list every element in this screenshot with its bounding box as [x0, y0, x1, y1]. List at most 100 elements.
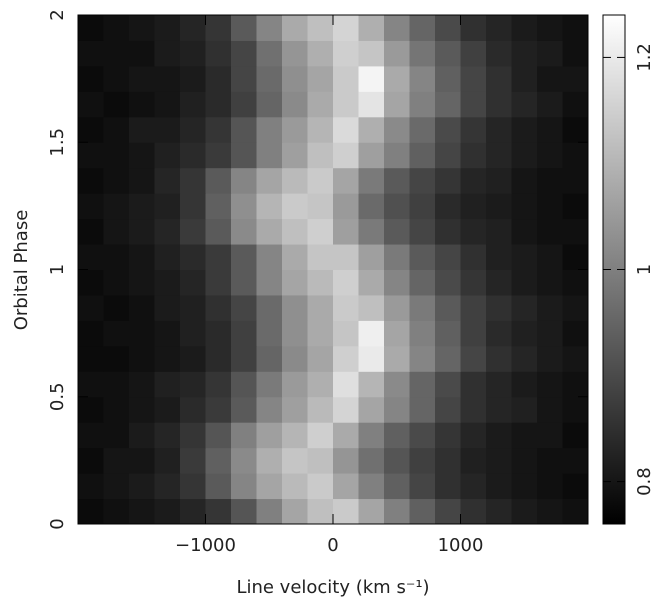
heatmap-cell — [384, 498, 410, 525]
heatmap-cell — [78, 473, 104, 500]
heatmap-cell — [129, 218, 155, 245]
heatmap-cell — [460, 15, 487, 41]
heatmap-cell — [358, 498, 385, 525]
heatmap-cell — [78, 40, 104, 67]
heatmap-cell — [358, 218, 385, 245]
heatmap-cell — [333, 15, 359, 41]
heatmap-cell — [384, 320, 410, 347]
heatmap-cell — [486, 116, 512, 143]
y-tick-label: 2 — [47, 9, 68, 20]
heatmap-cell — [537, 447, 563, 474]
heatmap-cell — [256, 269, 283, 296]
heatmap-cell — [384, 15, 410, 41]
heatmap-cell — [256, 345, 283, 372]
heatmap-cell — [460, 218, 487, 245]
heatmap-cell — [307, 244, 334, 270]
heatmap-cell — [537, 167, 563, 194]
heatmap-cell — [231, 91, 257, 118]
heatmap-cell — [409, 345, 436, 372]
heatmap-cell — [358, 40, 385, 67]
heatmap-cell — [78, 447, 104, 474]
heatmap-cell — [511, 142, 538, 169]
heatmap-cell — [409, 447, 436, 474]
heatmap-cell — [180, 294, 206, 321]
heatmap-cell — [103, 294, 130, 321]
heatmap-cell — [129, 294, 155, 321]
heatmap-cell — [333, 498, 359, 525]
heatmap-cell — [562, 116, 589, 143]
heatmap-cell — [409, 193, 436, 220]
heatmap-cell — [180, 473, 206, 500]
heatmap-cell — [103, 193, 130, 220]
heatmap-cell — [537, 142, 563, 169]
heatmap-cell — [384, 142, 410, 169]
heatmap-cell — [78, 91, 104, 118]
heatmap-cell — [409, 40, 436, 67]
heatmap-cell — [180, 269, 206, 296]
heatmap-cell — [409, 473, 436, 500]
heatmap-cell — [333, 269, 359, 296]
heatmap-cell — [384, 218, 410, 245]
heatmap-cell — [205, 167, 232, 194]
heatmap-cell — [154, 294, 181, 321]
heatmap-cell — [435, 320, 461, 347]
heatmap-cell — [435, 167, 461, 194]
heatmap-cell — [409, 142, 436, 169]
heatmap-cell — [409, 218, 436, 245]
heatmap-cell — [333, 473, 359, 500]
heatmap-cell — [562, 193, 589, 220]
heatmap-cell — [282, 371, 308, 398]
heatmap-cell — [103, 396, 130, 423]
heatmap-cell — [435, 498, 461, 525]
heatmap-cell — [537, 294, 563, 321]
heatmap-cell — [256, 15, 283, 41]
heatmap-cell — [154, 91, 181, 118]
heatmap-cell — [384, 447, 410, 474]
heatmap-cell — [486, 91, 512, 118]
heatmap-cell — [384, 193, 410, 220]
heatmap-cell — [333, 40, 359, 67]
heatmap-cell — [435, 473, 461, 500]
heatmap-cell — [205, 244, 232, 270]
heatmap-cell — [205, 422, 232, 449]
heatmap-cell — [486, 65, 512, 92]
heatmap-cell — [537, 15, 563, 41]
heatmap-cell — [103, 422, 130, 449]
heatmap-cell — [460, 294, 487, 321]
heatmap-cell — [562, 396, 589, 423]
heatmap-cell — [180, 371, 206, 398]
heatmap-cell — [537, 40, 563, 67]
heatmap-cell — [333, 167, 359, 194]
heatmap-cell — [537, 91, 563, 118]
heatmap-cell — [435, 447, 461, 474]
colorbar-tick-label: 1 — [634, 264, 655, 275]
heatmap-cell — [78, 218, 104, 245]
heatmap-cell — [78, 116, 104, 143]
heatmap-cell — [562, 91, 589, 118]
heatmap-cell — [384, 116, 410, 143]
heatmap-cell — [231, 422, 257, 449]
x-tick-label: −1000 — [175, 535, 236, 556]
heatmap-cell — [103, 167, 130, 194]
heatmap-cell — [562, 244, 589, 270]
heatmap-cell — [282, 473, 308, 500]
heatmap-cell — [78, 65, 104, 92]
heatmap-cell — [129, 91, 155, 118]
heatmap-cell — [282, 269, 308, 296]
heatmap-cell — [256, 167, 283, 194]
heatmap-cell — [205, 320, 232, 347]
heatmap-cell — [180, 167, 206, 194]
heatmap-cell — [154, 167, 181, 194]
heatmap-cell — [333, 447, 359, 474]
heatmap-cell — [384, 345, 410, 372]
heatmap-cell — [486, 294, 512, 321]
heatmap-cell — [435, 345, 461, 372]
heatmap-cell — [154, 473, 181, 500]
heatmap-cell — [562, 498, 589, 525]
heatmap-cell — [537, 116, 563, 143]
heatmap-cell — [154, 422, 181, 449]
heatmap-cell — [282, 15, 308, 41]
heatmap-cell — [307, 498, 334, 525]
heatmap-cell — [282, 320, 308, 347]
heatmap-cell — [307, 473, 334, 500]
